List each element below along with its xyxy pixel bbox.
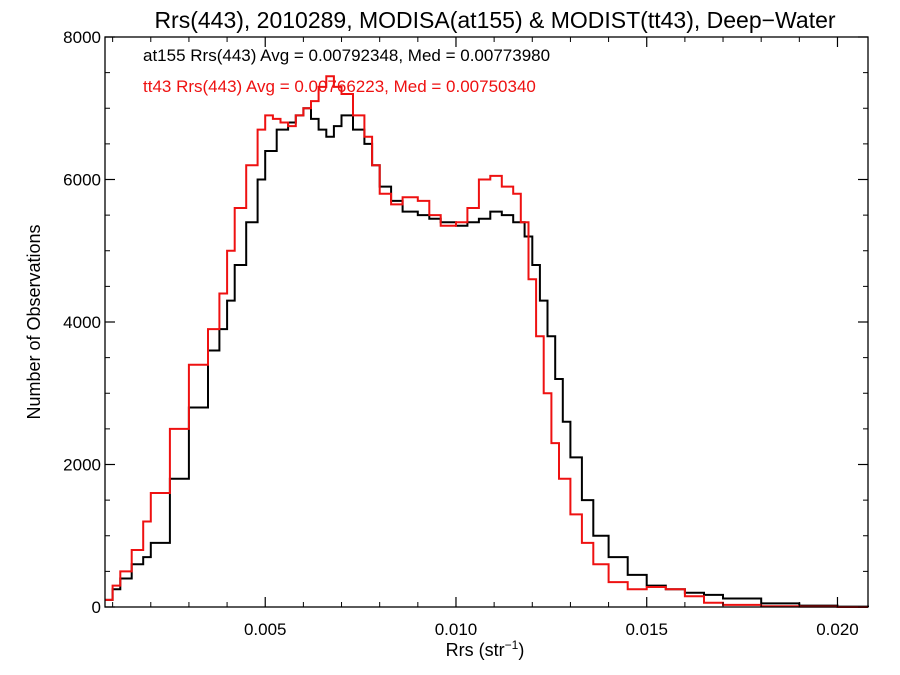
- legend-entry-tt43: tt43 Rrs(443) Avg = 0.00766223, Med = 0.…: [143, 77, 536, 96]
- plot-frame: [104, 36, 869, 608]
- x-axis-label-main: Rrs (str: [446, 640, 505, 660]
- y-tick-label: 4000: [63, 313, 101, 332]
- x-tick-label: 0.020: [816, 620, 859, 639]
- y-tick-label: 0: [92, 598, 101, 617]
- chart-title: Rrs(443), 2010289, MODISA(at155) & MODIS…: [154, 7, 835, 33]
- ticks-layer: 0.005 0.010 0.015 0.020 0 2000 4000 6000 8000: [63, 28, 868, 639]
- x-axis-label-sup: −1: [505, 638, 519, 652]
- x-tick-label: 0.015: [625, 620, 668, 639]
- y-tick-label: 6000: [63, 171, 101, 190]
- x-axis-label: Rrs (str−1): [446, 638, 525, 660]
- series-layer: [105, 75, 869, 608]
- y-tick-label: 8000: [63, 28, 101, 47]
- y-tick-label: 2000: [63, 456, 101, 475]
- series-line-1: [105, 107, 869, 608]
- x-tick-label: 0.010: [435, 620, 478, 639]
- x-tick-label: 0.005: [244, 620, 287, 639]
- x-axis-label-close: ): [518, 640, 524, 660]
- y-axis-label: Number of Observations: [24, 224, 44, 419]
- series-line-2: [105, 75, 868, 608]
- legend-entry-at155: at155 Rrs(443) Avg = 0.00792348, Med = 0…: [143, 46, 550, 65]
